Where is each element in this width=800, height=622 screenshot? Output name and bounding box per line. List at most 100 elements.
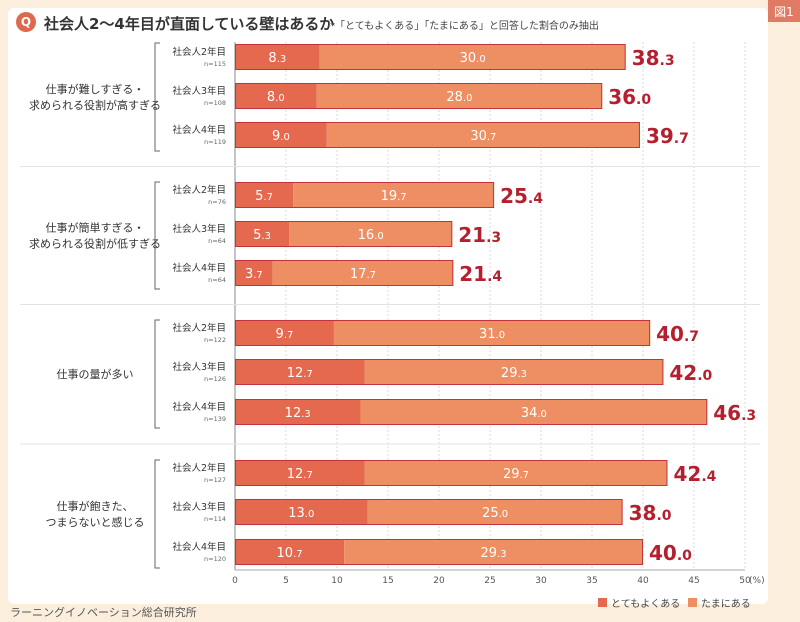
bar-outline xyxy=(235,44,626,70)
source-credit: ラーニングイノベーション総合研究所 xyxy=(10,606,197,619)
label-sometimes: 17.7 xyxy=(350,267,376,282)
group-label: 仕事が飽きた、 xyxy=(57,499,134,513)
bar-outline xyxy=(235,359,664,385)
row-label: 社会人4年目 xyxy=(172,124,226,136)
label-often: 12.3 xyxy=(285,406,311,421)
label-total: 40.7 xyxy=(656,322,699,346)
label-total: 46.3 xyxy=(713,401,756,425)
group-label: 求められる役割が高すぎる xyxy=(29,98,161,112)
label-often: 13.0 xyxy=(288,506,314,521)
label-total: 21.4 xyxy=(459,262,502,286)
x-tick-label: 20 xyxy=(433,576,445,586)
x-tick-label: 50 xyxy=(739,576,751,586)
label-total: 40.0 xyxy=(649,541,692,565)
row-label: 社会人3年目 xyxy=(172,85,226,97)
x-tick-label: 10 xyxy=(331,576,343,586)
bar-outline xyxy=(235,83,603,109)
bar-often xyxy=(235,399,361,425)
label-sometimes: 29.3 xyxy=(481,546,507,561)
bar-outline xyxy=(235,260,454,286)
label-total: 25.4 xyxy=(500,184,543,208)
bar-sometimes xyxy=(289,221,453,247)
legend-swatch-sometimes xyxy=(688,598,697,607)
label-often: 12.7 xyxy=(287,366,313,381)
label-total: 38.3 xyxy=(632,46,675,70)
bar-outline xyxy=(235,499,623,525)
bar-often xyxy=(235,460,365,486)
row-sample-size: n=115 xyxy=(204,60,226,68)
bar-sometimes xyxy=(364,460,668,486)
label-sometimes: 30.0 xyxy=(460,51,486,66)
label-often: 8.3 xyxy=(268,51,286,66)
label-total: 42.4 xyxy=(673,462,716,486)
question-badge: Q xyxy=(16,12,36,32)
group-bracket xyxy=(154,181,160,290)
label-total: 42.0 xyxy=(669,361,712,385)
x-tick-label: 0 xyxy=(232,576,238,586)
bar-often xyxy=(235,320,334,346)
figure-badge: 図1 xyxy=(768,0,800,22)
row-label: 社会人2年目 xyxy=(172,322,226,334)
row-label: 社会人4年目 xyxy=(172,401,226,413)
bar-sometimes xyxy=(326,122,640,148)
bar-outline xyxy=(235,122,640,148)
row-sample-size: n=114 xyxy=(204,515,226,523)
bar-often xyxy=(235,539,345,565)
x-tick-label: 30 xyxy=(535,576,547,586)
group-bracket xyxy=(154,459,160,569)
bar-often xyxy=(235,122,327,148)
x-tick-label: 25 xyxy=(484,576,495,586)
bar-sometimes xyxy=(364,359,664,385)
row-sample-size: n=119 xyxy=(204,138,226,146)
label-sometimes: 25.0 xyxy=(482,506,508,521)
legend-swatch-often xyxy=(598,598,607,607)
label-sometimes: 29.7 xyxy=(503,467,529,482)
group-label: 仕事が簡単すぎる・ xyxy=(46,221,145,235)
group-label: 仕事が難しすぎる・ xyxy=(46,82,145,96)
chart-subtitle: *「とてもよくある」「たまにある」と回答した割合のみ抽出 xyxy=(330,21,599,32)
row-label: 社会人4年目 xyxy=(172,262,226,274)
bar-sometimes xyxy=(316,83,603,109)
label-total: 39.7 xyxy=(646,124,689,148)
bar-often xyxy=(235,260,273,286)
bar-outline xyxy=(235,539,643,565)
label-sometimes: 29.3 xyxy=(501,366,527,381)
bar-often xyxy=(235,44,320,70)
row-sample-size: n=127 xyxy=(204,476,226,484)
label-sometimes: 31.0 xyxy=(479,327,505,342)
chart-title: 社会人2～4年目が直面している壁はあるか xyxy=(44,15,335,33)
row-label: 社会人3年目 xyxy=(172,223,226,235)
bar-outline xyxy=(235,460,668,486)
label-sometimes: 28.0 xyxy=(446,90,472,105)
legend-label-often: とてもよくある xyxy=(611,599,681,610)
row-sample-size: n=139 xyxy=(204,415,226,423)
bar-outline xyxy=(235,399,708,425)
bar-sometimes xyxy=(333,320,651,346)
group-bracket xyxy=(154,42,160,152)
row-label: 社会人2年目 xyxy=(172,46,226,58)
x-axis-unit: (%) xyxy=(749,576,765,586)
row-sample-size: n=120 xyxy=(204,555,226,563)
x-tick-label: 40 xyxy=(637,576,649,586)
bar-sometimes xyxy=(293,182,495,208)
bar-sometimes xyxy=(344,539,643,565)
label-often: 9.7 xyxy=(276,327,294,342)
bar-sometimes xyxy=(319,44,626,70)
row-sample-size: n=64 xyxy=(208,276,226,284)
label-sometimes: 19.7 xyxy=(381,189,407,204)
row-label: 社会人4年目 xyxy=(172,541,226,553)
label-often: 3.7 xyxy=(245,267,263,282)
row-sample-size: n=76 xyxy=(208,198,226,206)
label-total: 21.3 xyxy=(458,223,501,247)
label-often: 5.3 xyxy=(253,228,271,243)
group-label: 仕事の量が多い xyxy=(57,367,134,381)
bar-often xyxy=(235,182,294,208)
label-total: 38.0 xyxy=(629,501,672,525)
bar-outline xyxy=(235,221,453,247)
row-label: 社会人2年目 xyxy=(172,462,226,474)
bar-often xyxy=(235,221,290,247)
legend-item-sometimes: たまにある xyxy=(688,595,751,610)
label-sometimes: 34.0 xyxy=(521,406,547,421)
label-often: 10.7 xyxy=(277,546,303,561)
label-often: 5.7 xyxy=(255,189,273,204)
